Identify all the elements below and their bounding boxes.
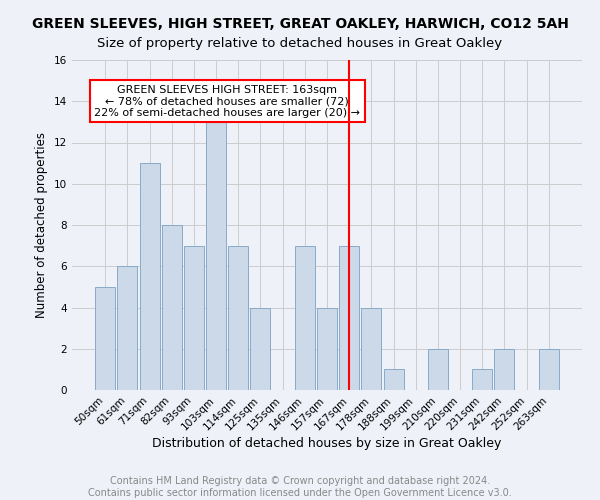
Bar xyxy=(361,308,382,390)
Bar xyxy=(539,349,559,390)
Bar xyxy=(428,349,448,390)
Bar xyxy=(228,246,248,390)
X-axis label: Distribution of detached houses by size in Great Oakley: Distribution of detached houses by size … xyxy=(152,438,502,450)
Bar xyxy=(140,163,160,390)
Bar xyxy=(184,246,204,390)
Bar xyxy=(250,308,271,390)
Bar xyxy=(206,122,226,390)
Text: Contains HM Land Registry data © Crown copyright and database right 2024.
Contai: Contains HM Land Registry data © Crown c… xyxy=(88,476,512,498)
Text: GREEN SLEEVES, HIGH STREET, GREAT OAKLEY, HARWICH, CO12 5AH: GREEN SLEEVES, HIGH STREET, GREAT OAKLEY… xyxy=(32,18,568,32)
Text: Size of property relative to detached houses in Great Oakley: Size of property relative to detached ho… xyxy=(97,38,503,51)
Bar xyxy=(339,246,359,390)
Bar xyxy=(383,370,404,390)
Bar xyxy=(295,246,315,390)
Y-axis label: Number of detached properties: Number of detached properties xyxy=(35,132,49,318)
Bar xyxy=(162,225,182,390)
Bar xyxy=(494,349,514,390)
Text: GREEN SLEEVES HIGH STREET: 163sqm
← 78% of detached houses are smaller (72)
22% : GREEN SLEEVES HIGH STREET: 163sqm ← 78% … xyxy=(94,84,360,118)
Bar xyxy=(317,308,337,390)
Bar xyxy=(95,287,115,390)
Bar xyxy=(118,266,137,390)
Bar xyxy=(472,370,492,390)
